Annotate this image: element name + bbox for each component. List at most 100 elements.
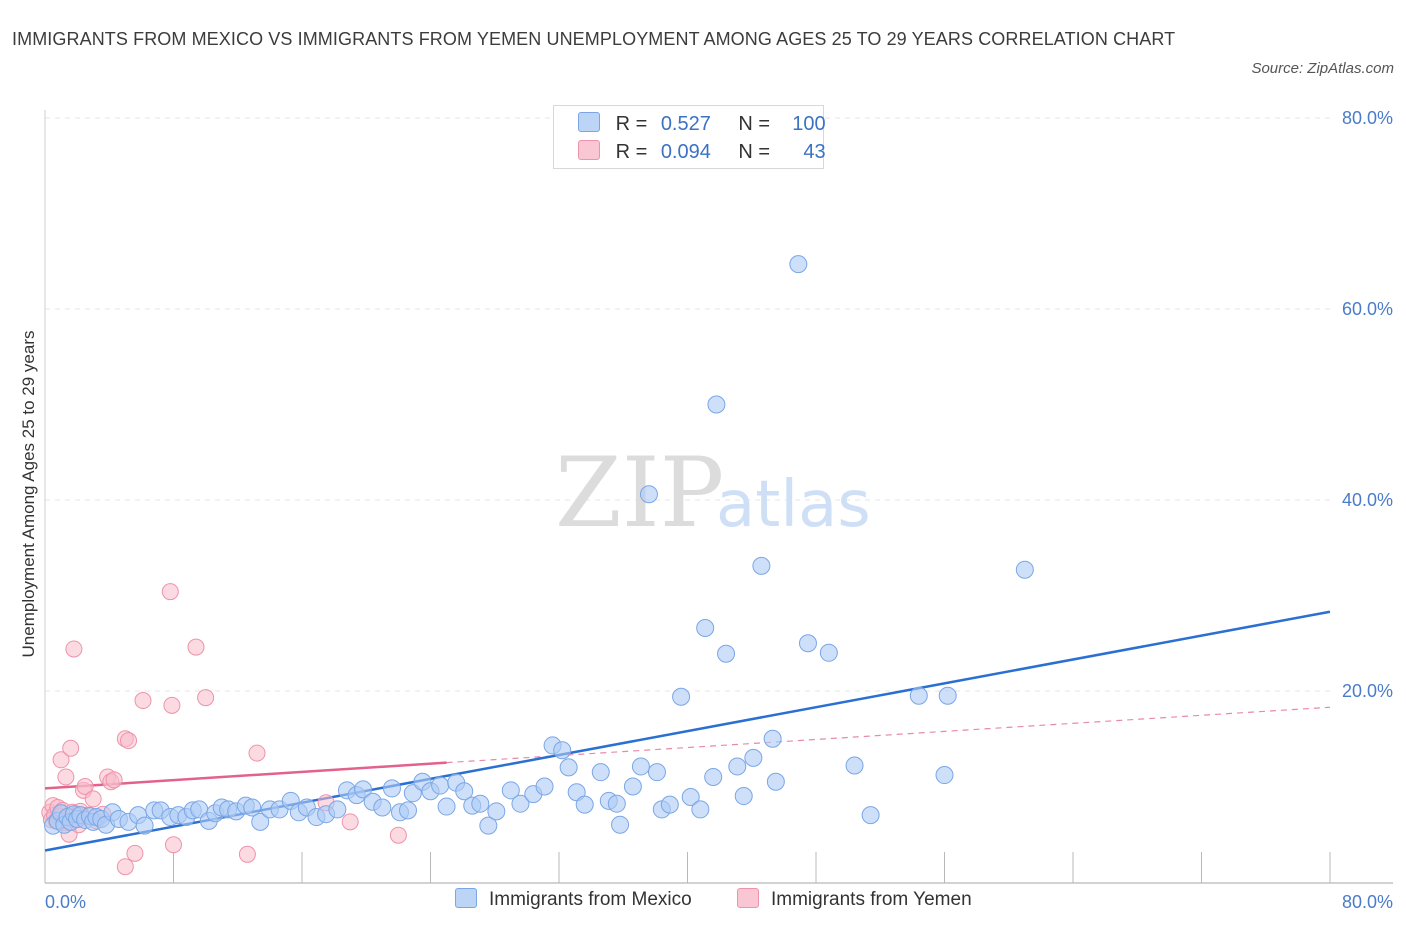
mexico-point xyxy=(135,816,154,835)
mexico-n-value: 100 xyxy=(792,113,826,135)
watermark-zip: ZIP xyxy=(555,437,724,549)
y-tick-label-60: 60.0% xyxy=(1342,299,1393,319)
yemen-point xyxy=(84,790,102,808)
mexico-point xyxy=(501,781,520,800)
mexico-r-label: R = xyxy=(615,113,648,135)
stats-row-mexico: R = 0.527 N = 100 xyxy=(578,112,826,138)
yemen-point xyxy=(120,732,138,750)
legend-mexico-swatch xyxy=(455,888,477,908)
axes xyxy=(44,110,1393,884)
y-tick-label-20: 20.0% xyxy=(1342,681,1393,701)
series-mexico-points xyxy=(44,255,1034,835)
mexico-point xyxy=(535,777,554,796)
legend-mexico-label: Immigrants from Mexico xyxy=(489,889,692,910)
mexico-r-value: 0.527 xyxy=(660,113,711,135)
yemen-point xyxy=(197,689,215,707)
stats-legend: R = 0.527 N = 100 R = 0.094 N = 43 xyxy=(553,105,826,169)
mexico-point xyxy=(672,687,691,706)
tick-labels: 20.0% 40.0% 60.0% 80.0% 0.0% 80.0% xyxy=(45,108,1393,912)
mexico-point xyxy=(1015,560,1034,579)
yemen-point xyxy=(163,696,181,714)
mexico-point xyxy=(707,395,726,414)
mexico-point xyxy=(798,634,817,653)
mexico-point xyxy=(607,794,626,813)
yemen-point xyxy=(161,583,179,601)
y-tick-label-80: 80.0% xyxy=(1342,108,1393,128)
yemen-point xyxy=(76,778,94,795)
mexico-point xyxy=(437,797,456,816)
yemen-point xyxy=(389,826,407,844)
yemen-point xyxy=(62,739,80,757)
yemen-r-label: R = xyxy=(615,141,648,163)
yemen-point xyxy=(248,744,266,762)
watermark: ZIP atlas xyxy=(555,437,871,549)
mexico-point xyxy=(328,800,347,819)
mexico-point xyxy=(744,748,763,767)
yemen-n-value: 43 xyxy=(803,141,826,163)
y-tick-label-40: 40.0% xyxy=(1342,490,1393,510)
mexico-point xyxy=(511,794,530,813)
mexico-point xyxy=(691,800,710,819)
mexico-point xyxy=(909,686,928,705)
yemen-point xyxy=(52,751,70,769)
mexico-point xyxy=(455,782,474,801)
yemen-point xyxy=(65,640,83,658)
mexico-point xyxy=(938,686,957,705)
mexico-point xyxy=(935,766,954,785)
mexico-point xyxy=(403,784,422,803)
watermark-atlas: atlas xyxy=(716,468,871,542)
mexico-n-label: N = xyxy=(738,113,771,135)
legend-item-mexico[interactable]: Immigrants from Mexico xyxy=(455,888,692,911)
yemen-point xyxy=(105,771,123,789)
mexico-point xyxy=(763,729,782,748)
mexico-point xyxy=(717,644,736,663)
mexico-point xyxy=(471,794,490,813)
mexico-point xyxy=(845,756,864,775)
yemen-point xyxy=(134,692,152,710)
mexico-point xyxy=(431,776,450,795)
mexico-point xyxy=(553,741,572,760)
mexico-point xyxy=(861,806,880,825)
x-tick-label-min: 0.0% xyxy=(45,892,86,912)
mexico-point xyxy=(559,758,578,777)
chart-title: IMMIGRANTS FROM MEXICO VS IMMIGRANTS FRO… xyxy=(12,29,1176,49)
yemen-point xyxy=(238,845,256,863)
yemen-trend-extension xyxy=(446,706,1331,764)
mexico-point xyxy=(354,780,373,799)
stats-row-yemen: R = 0.094 N = 43 xyxy=(578,140,826,166)
legend-yemen-swatch xyxy=(737,888,759,908)
mexico-point xyxy=(623,777,642,796)
mexico-point xyxy=(696,618,715,637)
legend-item-yemen[interactable]: Immigrants from Yemen xyxy=(737,888,972,911)
legend-yemen-label: Immigrants from Yemen xyxy=(771,889,972,910)
mexico-point xyxy=(382,779,401,798)
mexico-point xyxy=(611,815,630,834)
mexico-point xyxy=(479,816,498,835)
yemen-point xyxy=(116,858,134,876)
series-yemen-points xyxy=(41,583,407,876)
mexico-point xyxy=(681,788,700,807)
mexico-point xyxy=(647,763,666,782)
mexico-point xyxy=(789,255,808,274)
y-axis-label: Unemployment Among Ages 25 to 29 years xyxy=(19,331,38,658)
mexico-point xyxy=(639,485,658,504)
mexico-point xyxy=(243,798,262,817)
mexico-point xyxy=(660,795,679,814)
yemen-point xyxy=(165,836,182,854)
yemen-point xyxy=(341,813,359,831)
mexico-point xyxy=(734,787,753,806)
mexico-point xyxy=(399,801,418,820)
mexico-point xyxy=(728,757,747,776)
mexico-point xyxy=(373,798,392,817)
mexico-point xyxy=(752,556,771,575)
yemen-point xyxy=(187,638,205,656)
mexico-point xyxy=(251,812,270,831)
mexico-point xyxy=(631,757,650,776)
source-label: Source: ZipAtlas.com xyxy=(1251,60,1394,77)
mexico-point xyxy=(704,767,723,786)
x-tick-label-max: 80.0% xyxy=(1342,892,1393,912)
mexico-point xyxy=(591,763,610,782)
yemen-swatch xyxy=(578,140,600,160)
yemen-n-label: N = xyxy=(738,141,771,163)
